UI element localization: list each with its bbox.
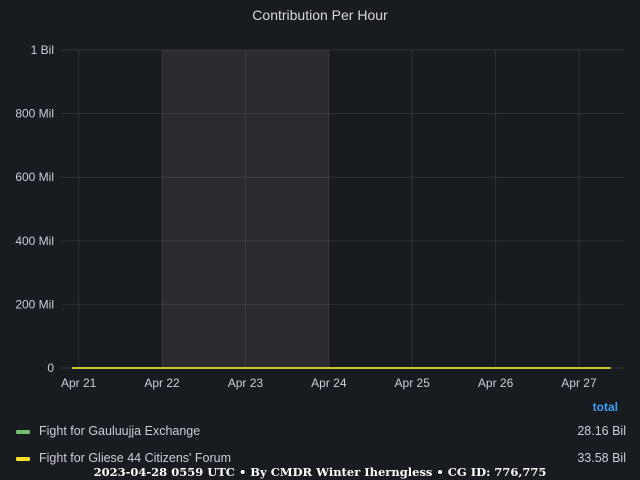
y-tick-label: 800 Mil (15, 107, 54, 121)
legend-series-total: 33.58 Bil (577, 451, 626, 465)
y-tick-label: 200 Mil (15, 297, 54, 311)
x-tick-label: Apr 26 (478, 376, 514, 390)
x-tick-label: Apr 24 (311, 376, 347, 390)
legend-series-total: 28.16 Bil (577, 424, 626, 438)
y-tick-label: 1 Bil (31, 43, 54, 57)
legend-series-name: Fight for Gauluujja Exchange (39, 424, 201, 438)
x-tick-label: Apr 21 (61, 376, 97, 390)
highlight-region (162, 50, 329, 368)
legend-item-gauluujja[interactable]: Fight for Gauluujja Exchange 28.16 Bil (16, 423, 626, 441)
chart-title: Contribution Per Hour (252, 7, 388, 23)
y-tick-label: 400 Mil (15, 234, 54, 248)
legend-series-name: Fight for Gliese 44 Citizens' Forum (39, 451, 232, 465)
x-tick-label: Apr 23 (228, 376, 264, 390)
x-tick-label: Apr 22 (144, 376, 180, 390)
footer-caption: 2023-04-28 0559 UTC • By CMDR Winter Ihe… (93, 465, 547, 479)
legend-item-gliese[interactable]: Fight for Gliese 44 Citizens' Forum 33.5… (16, 450, 626, 468)
x-tick-label: Apr 25 (395, 376, 431, 390)
legend-swatch-gauluujja (16, 430, 30, 434)
x-axis-ticks: Apr 21 Apr 22 Apr 23 Apr 24 Apr 25 Apr 26 Apr … (61, 376, 597, 390)
legend-swatch-gliese (16, 457, 30, 461)
grid-layer (62, 49, 624, 369)
x-tick-label: Apr 27 (561, 376, 597, 390)
highlight-region-layer (162, 50, 329, 368)
legend-total-header[interactable]: total (592, 400, 618, 414)
y-axis-ticks: 0 200 Mil 400 Mil 600 Mil 800 Mil 1 Bil (15, 43, 54, 375)
y-tick-label: 600 Mil (15, 170, 54, 184)
y-tick-label: 0 (47, 361, 54, 375)
line-chart[interactable]: 0 200 Mil 400 Mil 600 Mil 800 Mil 1 Bil Apr 2… (0, 0, 640, 400)
